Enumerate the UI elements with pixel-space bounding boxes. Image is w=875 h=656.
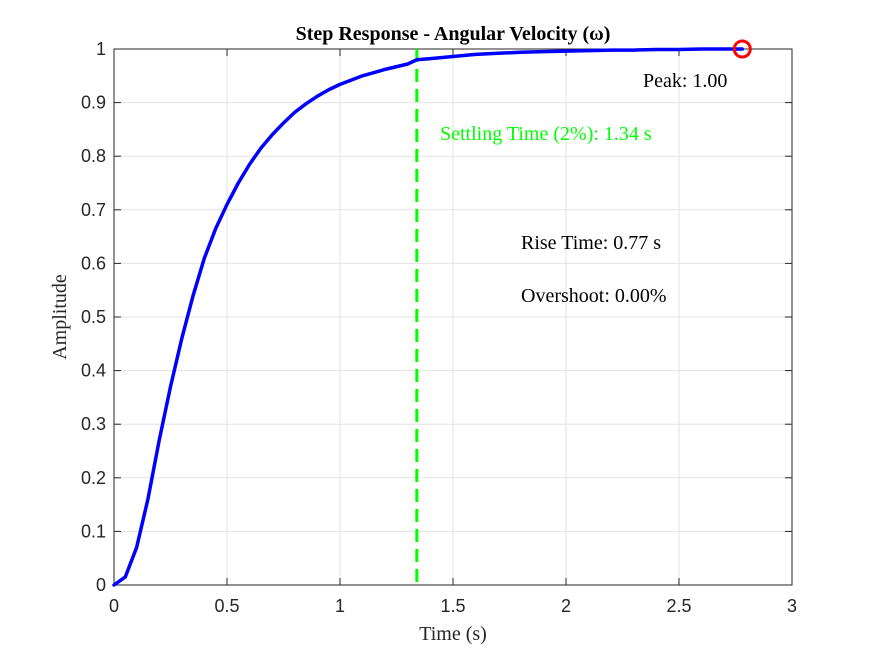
- series-line-0: [112, 47, 745, 587]
- x-tick-label-2: 1: [335, 596, 345, 616]
- chart-title: Step Response - Angular Velocity (ω): [296, 23, 611, 45]
- x-axis-title: Time (s): [419, 623, 487, 645]
- y-tick-label-2: 0.2: [81, 468, 106, 488]
- x-tick-label-5: 2.5: [666, 596, 691, 616]
- series-layer: [112, 47, 745, 587]
- x-tick-label-4: 2: [561, 596, 571, 616]
- y-tick-label-0: 0: [96, 575, 106, 595]
- peak-annotation: Peak: 1.00: [643, 70, 727, 92]
- x-tick-label-3: 1.5: [440, 596, 465, 616]
- rise-time-annotation: Rise Time: 0.77 s: [521, 232, 661, 254]
- axes-layer: 0 0.5 1 1.5 2 2.5 3 0 0.1 0.2 0.3 0.4 0.5 0.6 0.7 0.8 0.…: [81, 39, 797, 616]
- peak-marker: [732, 39, 752, 59]
- y-tick-label-4: 0.4: [81, 361, 106, 381]
- y-tick-label-8: 0.8: [81, 146, 106, 166]
- y-tick-label-3: 0.3: [81, 414, 106, 434]
- marker-layer: [732, 39, 752, 59]
- settling-time-annotation: Settling Time (2%): 1.34 s: [440, 123, 652, 145]
- y-tick-label-6: 0.6: [81, 253, 106, 273]
- y-tick-label-9: 0.9: [81, 93, 106, 113]
- y-tick-label-10: 1: [96, 39, 106, 59]
- y-tick-label-1: 0.1: [81, 521, 106, 541]
- x-tick-label-0: 0: [109, 596, 119, 616]
- y-axis-title: Amplitude: [49, 274, 71, 360]
- y-tick-label-7: 0.7: [81, 200, 106, 220]
- x-tick-label-6: 3: [787, 596, 797, 616]
- overshoot-annotation: Overshoot: 0.00%: [521, 285, 667, 307]
- y-tick-label-5: 0.5: [81, 307, 106, 327]
- x-tick-label-1: 0.5: [214, 596, 239, 616]
